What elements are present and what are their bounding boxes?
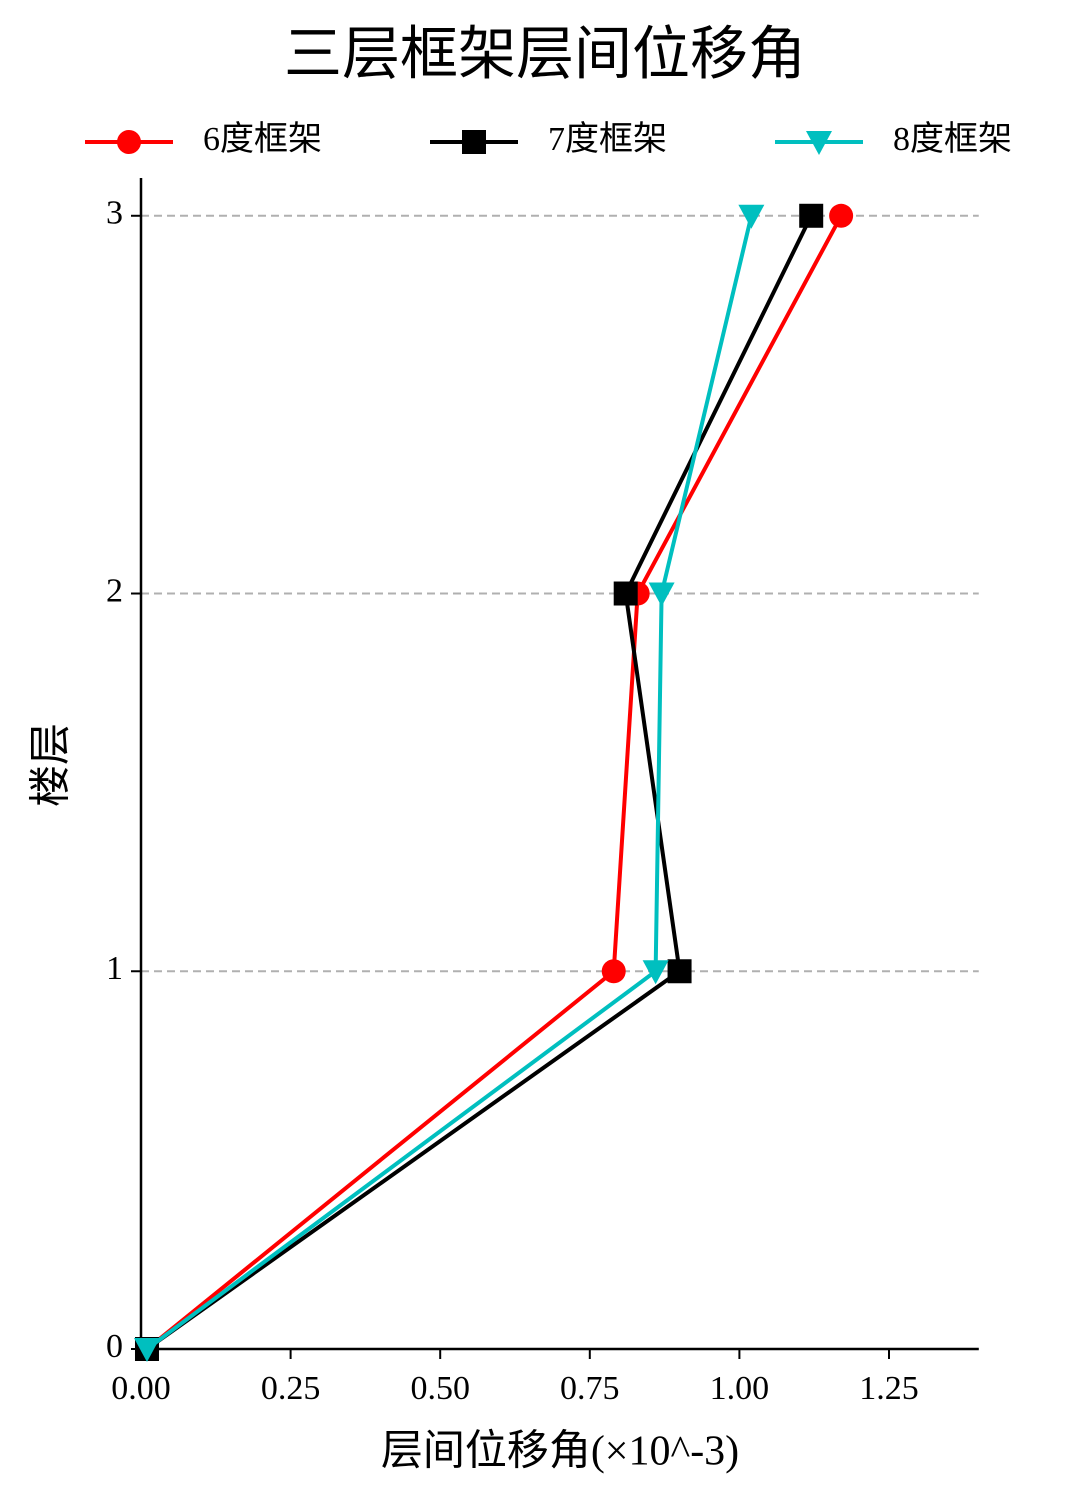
legend-label: 6度框架 bbox=[203, 120, 322, 158]
series-line bbox=[145, 214, 843, 1351]
y-tick-label: 2 bbox=[106, 572, 123, 609]
y-tick-label: 3 bbox=[106, 195, 123, 232]
series-line bbox=[145, 214, 814, 1351]
x-tick-label: 1.00 bbox=[710, 1370, 770, 1407]
x-tick-label: 0.75 bbox=[560, 1370, 620, 1407]
y-tick-label: 1 bbox=[106, 950, 123, 987]
x-tick-label: 0.50 bbox=[410, 1370, 470, 1407]
data-point bbox=[738, 204, 765, 229]
legend-marker bbox=[462, 130, 486, 154]
legend-marker bbox=[117, 130, 141, 154]
legend-marker bbox=[806, 131, 832, 155]
data-point bbox=[642, 960, 669, 985]
data-point bbox=[613, 581, 638, 606]
series-line bbox=[145, 215, 754, 1351]
data-point bbox=[799, 203, 824, 228]
legend-label: 8度框架 bbox=[893, 120, 1012, 158]
x-axis-label: 层间位移角(×10^-3) bbox=[381, 1428, 739, 1475]
y-axis-label: 楼层 bbox=[29, 723, 75, 807]
chart-title: 三层框架层间位移角 bbox=[284, 21, 806, 86]
data-point bbox=[601, 959, 626, 984]
y-tick-label: 0 bbox=[106, 1328, 123, 1365]
x-tick-label: 0.25 bbox=[261, 1370, 321, 1407]
data-point bbox=[667, 959, 692, 984]
legend-label: 7度框架 bbox=[548, 120, 667, 158]
data-point bbox=[133, 1338, 160, 1362]
x-tick-label: 0.00 bbox=[111, 1370, 171, 1407]
data-point bbox=[829, 203, 854, 228]
x-tick-label: 1.25 bbox=[859, 1370, 919, 1407]
data-point bbox=[648, 582, 675, 607]
